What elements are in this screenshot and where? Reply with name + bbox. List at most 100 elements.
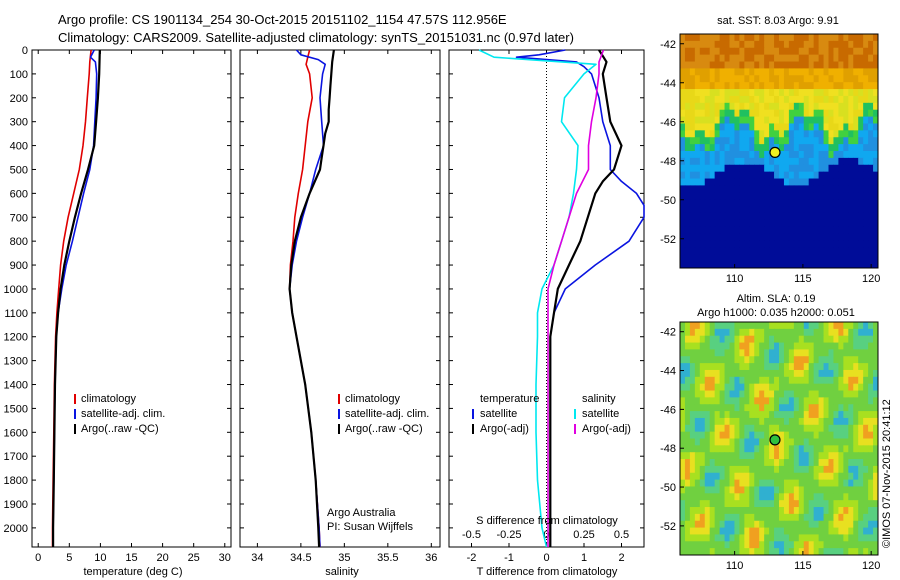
map-cell [868,342,874,350]
map-cell [704,513,711,522]
map-cell [709,356,716,364]
map-cell [729,40,735,49]
map-cell [704,75,711,83]
map-cell [853,212,859,221]
map-cell [694,219,701,228]
map-cell [739,171,745,180]
map-cell [858,75,864,83]
map-cell [734,75,740,83]
map-cell [783,356,790,364]
map-cell [783,376,790,385]
map-cell [754,342,760,350]
map-cell [769,363,775,371]
map-cell [764,116,770,124]
map-cell [719,164,726,173]
map-cell [838,109,844,118]
map-cell [719,178,726,186]
map-cell [838,493,844,501]
map-cell [694,226,701,235]
map-cell [798,424,805,433]
map-cell [704,40,711,49]
map-cell [853,493,859,501]
temperature-panel: 0100200300400500600700800900100011001200… [4,45,232,564]
map-cell [863,383,869,392]
map-cell [749,534,755,542]
map-cell [808,254,815,262]
map-cell [858,34,864,42]
map-cell [863,233,869,241]
map-cell [858,157,864,166]
map-cell [739,404,745,412]
map-cell [868,390,874,398]
map-cell [818,68,825,76]
map-cell [684,383,691,392]
map-cell [798,369,805,378]
map-cell [724,219,730,228]
map-cell [828,465,834,474]
map-cell [764,95,770,104]
map-cell [798,171,805,180]
map-cell [833,109,839,118]
map-cell [729,431,735,439]
map-cell [754,520,760,529]
map-cell [729,527,735,535]
map-cell [818,390,825,398]
map-cell [783,383,790,392]
map-cell [858,240,864,248]
map-cell [749,513,755,522]
map-cell [754,472,760,481]
map-cell [798,541,805,549]
map-cell [828,397,834,405]
map-cell [808,349,815,357]
map-cell [704,472,711,481]
map-cell [788,369,795,378]
map-cell [818,47,825,56]
x-tick-label-salinity: -0.25 [496,529,521,541]
map-cell [833,178,839,186]
map-cell [749,123,755,131]
map-cell [848,261,854,269]
map-cell [709,376,716,385]
map-cell [774,383,780,392]
map-cell [709,192,716,200]
map-cell [843,500,849,508]
map-cell [793,157,800,166]
map-cell [843,459,849,467]
map-cell [699,404,706,412]
map-cell [759,247,765,255]
map-cell [788,130,795,138]
map-cell [749,548,755,556]
map-cell [759,424,765,433]
map-cell [709,452,716,460]
map-cell [823,123,829,131]
map-cell [754,116,760,124]
map-cell [853,171,859,180]
map-cell [783,192,790,200]
map-cell [818,233,825,241]
map-cell [828,383,834,392]
map-cell [779,431,785,439]
map-cell [863,34,869,42]
map-cell [704,383,711,392]
map-cell [808,137,815,145]
map-cell [863,61,869,69]
map-cell [699,171,706,180]
map-cell [798,390,805,398]
map-cell [788,185,795,193]
map-cell [848,95,854,104]
map-cell [759,507,765,515]
map-cell [699,328,706,337]
map-cell [754,541,760,549]
map-cell [853,534,859,542]
map-cell [680,102,686,111]
map-cell [823,438,829,446]
map-cell [788,335,795,344]
map-cell [684,206,691,214]
map-cell [793,411,800,419]
map-cell [803,75,810,83]
map-cell [813,376,820,385]
map-cell [813,219,820,228]
map-cell [853,233,859,241]
map-cell [704,68,711,76]
